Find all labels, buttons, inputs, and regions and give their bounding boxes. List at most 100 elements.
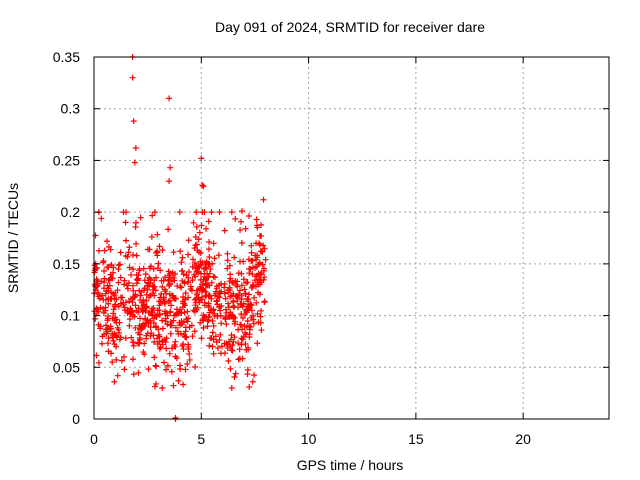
data-point xyxy=(235,326,242,333)
data-point xyxy=(178,284,185,291)
data-point xyxy=(237,287,244,294)
data-point xyxy=(202,281,209,288)
data-point xyxy=(152,383,159,390)
data-point xyxy=(197,283,204,290)
data-point xyxy=(256,291,263,298)
data-point xyxy=(221,350,228,357)
data-point xyxy=(127,295,134,302)
data-point xyxy=(169,345,176,352)
data-point xyxy=(227,365,234,372)
data-point xyxy=(129,282,136,289)
data-points xyxy=(91,54,269,422)
data-point xyxy=(108,275,115,282)
data-point xyxy=(226,284,233,291)
data-point xyxy=(238,335,245,342)
data-point xyxy=(131,294,138,301)
data-point xyxy=(243,280,250,287)
data-point xyxy=(234,278,241,285)
data-point xyxy=(185,341,192,348)
data-point xyxy=(122,299,129,306)
data-point xyxy=(185,294,192,301)
data-point xyxy=(185,251,192,258)
x-tick-label: 20 xyxy=(515,431,531,447)
data-point xyxy=(171,277,178,284)
data-point xyxy=(184,318,191,325)
data-point xyxy=(99,333,106,340)
data-point xyxy=(226,278,233,285)
grid xyxy=(94,57,609,419)
data-point xyxy=(221,284,228,291)
data-point xyxy=(229,347,236,354)
data-point xyxy=(135,339,142,346)
data-point xyxy=(221,227,228,234)
data-point xyxy=(213,285,220,292)
data-point xyxy=(161,336,168,343)
data-point xyxy=(186,324,193,331)
data-point xyxy=(100,296,107,303)
data-point xyxy=(135,369,142,376)
data-point xyxy=(246,304,253,311)
data-point xyxy=(139,306,146,313)
data-point xyxy=(97,304,104,311)
data-point xyxy=(144,316,151,323)
data-point xyxy=(159,384,166,391)
data-point xyxy=(176,362,183,369)
data-point xyxy=(105,295,112,302)
data-point xyxy=(149,312,156,319)
data-point xyxy=(218,343,225,350)
data-point xyxy=(236,346,243,353)
data-point xyxy=(96,247,103,254)
data-point xyxy=(182,328,189,335)
data-point xyxy=(200,312,207,319)
data-point xyxy=(115,279,122,286)
data-point xyxy=(241,286,248,293)
data-point xyxy=(159,246,166,253)
data-point xyxy=(239,315,246,322)
data-point xyxy=(111,341,118,348)
data-point xyxy=(110,269,117,276)
data-point xyxy=(132,145,139,152)
data-point xyxy=(245,344,252,351)
data-point xyxy=(166,350,173,357)
data-point xyxy=(114,324,121,331)
y-tick-label: 0.2 xyxy=(61,204,81,220)
data-point xyxy=(207,266,214,273)
data-point xyxy=(98,340,105,347)
data-point xyxy=(202,288,209,295)
data-point xyxy=(179,254,186,261)
data-point xyxy=(217,331,224,338)
data-point xyxy=(109,359,116,366)
data-point xyxy=(151,283,158,290)
data-point xyxy=(180,271,187,278)
data-point xyxy=(142,308,149,315)
data-point xyxy=(163,366,170,373)
data-point xyxy=(103,330,110,337)
data-point xyxy=(231,304,238,311)
data-point xyxy=(225,289,232,296)
data-point xyxy=(198,155,205,162)
data-point xyxy=(238,239,245,246)
data-point xyxy=(154,231,161,238)
data-point xyxy=(116,261,123,268)
data-point xyxy=(113,316,120,323)
data-point xyxy=(136,331,143,338)
data-point xyxy=(129,339,136,346)
data-point xyxy=(154,307,161,314)
data-point xyxy=(193,295,200,302)
data-point xyxy=(151,209,158,216)
data-point xyxy=(242,329,249,336)
data-point xyxy=(235,356,242,363)
data-point xyxy=(228,292,235,299)
data-point xyxy=(140,349,147,356)
data-point xyxy=(235,339,242,346)
data-point xyxy=(201,209,208,216)
data-point xyxy=(153,363,160,370)
data-point xyxy=(129,74,136,81)
data-point xyxy=(226,338,233,345)
data-point xyxy=(245,301,252,308)
data-point xyxy=(213,339,220,346)
data-point xyxy=(254,340,261,347)
chart-title: Day 091 of 2024, SRMTID for receiver dar… xyxy=(215,19,485,35)
data-point xyxy=(137,292,144,299)
